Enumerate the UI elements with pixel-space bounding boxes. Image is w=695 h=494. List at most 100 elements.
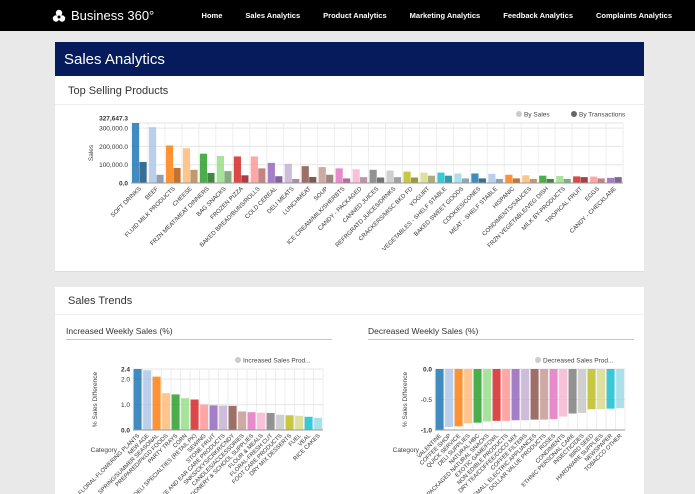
bar-primary xyxy=(335,168,343,183)
bar-primary xyxy=(171,394,180,430)
bar-primary xyxy=(190,399,199,430)
bar-secondary xyxy=(360,177,368,183)
nav-product-analytics[interactable]: Product Analytics xyxy=(323,11,387,20)
increased-sales-chart: 0.01.02.02.4% Sales DifferenceFLORAL-FLO… xyxy=(78,357,324,494)
bar-primary xyxy=(483,369,492,422)
nav-complaints-analytics[interactable]: Complaints Analytics xyxy=(596,11,672,20)
bar-primary xyxy=(250,156,258,183)
bar-primary xyxy=(464,369,473,424)
bar-primary xyxy=(200,404,209,430)
bar-primary xyxy=(556,176,564,183)
bar-secondary xyxy=(495,178,503,183)
bar-primary xyxy=(352,169,360,183)
sales-trends-card: Sales Trends Increased Weekly Sales (%) … xyxy=(55,287,644,494)
y-tick-label: 0.0 xyxy=(423,367,432,374)
bar-secondary xyxy=(377,177,385,183)
bar-primary xyxy=(540,369,549,420)
bar-primary xyxy=(162,393,171,430)
y-tick-label: 327,647.3 xyxy=(99,116,128,123)
y-axis-label: % Sales Difference xyxy=(92,372,99,428)
bar-primary xyxy=(473,369,482,423)
bar-primary xyxy=(559,369,568,417)
bar-primary xyxy=(314,417,323,430)
bar-primary xyxy=(266,412,275,430)
bar-primary xyxy=(587,369,596,410)
bar-primary xyxy=(386,170,394,183)
bar-primary xyxy=(284,163,292,183)
nav-home[interactable]: Home xyxy=(201,11,223,20)
bar-secondary xyxy=(614,177,622,183)
bar-primary xyxy=(521,369,530,421)
bar-primary xyxy=(606,369,615,409)
y-tick-label: 200,000.0 xyxy=(99,144,128,151)
brand-logo[interactable]: Business 360° xyxy=(52,8,154,23)
x-axis-label: Category xyxy=(393,447,420,454)
legend-label: Decreased Sales Prod... xyxy=(543,358,614,365)
bar-primary xyxy=(502,369,511,421)
sales-trends-title: Sales Trends xyxy=(68,295,133,307)
bar-primary xyxy=(511,369,520,421)
bar-primary xyxy=(238,411,247,430)
bar-primary xyxy=(437,172,445,183)
y-tick-label: -1.0 xyxy=(421,428,433,435)
bar-secondary xyxy=(224,171,232,183)
bar-primary xyxy=(257,412,266,430)
x-axis-label: Category xyxy=(91,447,118,454)
bar-secondary xyxy=(580,177,588,183)
bar-primary xyxy=(199,153,208,183)
y-tick-label: 2.4 xyxy=(121,367,130,374)
bar-primary xyxy=(295,415,304,430)
bar-secondary xyxy=(258,168,266,183)
legend-marker xyxy=(516,111,522,117)
decreased-sales-chart: -1.0-0.50.0% Sales DifferenceVALENTINECO… xyxy=(393,357,626,494)
nav-marketing-analytics[interactable]: Marketing Analytics xyxy=(409,11,481,20)
bar-primary xyxy=(530,369,539,420)
bar-primary xyxy=(318,167,326,183)
y-axis-label: % Sales Difference xyxy=(402,372,409,428)
bar-primary xyxy=(219,405,228,430)
bar-secondary xyxy=(529,178,537,183)
bar-primary xyxy=(488,173,496,183)
bar-secondary xyxy=(139,161,147,183)
bar-primary xyxy=(216,155,225,183)
bar-primary xyxy=(590,176,598,183)
bar-secondary xyxy=(190,169,198,183)
bar-secondary xyxy=(309,176,317,183)
legend-label: Increased Sales Prod... xyxy=(243,358,311,365)
bar-primary xyxy=(148,127,157,183)
bar-primary xyxy=(420,172,428,183)
legend-label: By Transactions xyxy=(579,112,626,119)
top-selling-card: Top Selling Products 0.0 100,000.0 200,000… xyxy=(55,76,644,272)
logo-icon xyxy=(52,9,66,22)
top-selling-chart: 0.0 100,000.0 200,000.0 300,000.0 327,647.3 S… xyxy=(88,111,626,253)
bar-secondary xyxy=(241,175,249,183)
bar-secondary xyxy=(393,177,402,183)
top-selling-title: Top Selling Products xyxy=(68,85,169,97)
bar-primary xyxy=(616,369,625,409)
y-axis-label: Sales xyxy=(88,144,95,161)
bar-secondary xyxy=(597,178,605,183)
legend-marker xyxy=(571,111,577,117)
nav-feedback-analytics[interactable]: Feedback Analytics xyxy=(503,11,573,20)
bar-primary xyxy=(133,369,142,430)
decreased-sales-title: Decreased Weekly Sales (%) xyxy=(368,326,634,340)
main-nav: Home Sales Analytics Product Analytics M… xyxy=(202,11,695,20)
bar-primary xyxy=(247,412,256,430)
legend-marker xyxy=(235,357,241,363)
increased-sales-title: Increased Weekly Sales (%) xyxy=(66,326,332,340)
bar-primary xyxy=(454,369,463,427)
bar-secondary xyxy=(461,178,470,183)
nav-sales-analytics[interactable]: Sales Analytics xyxy=(245,11,301,20)
bar-primary xyxy=(454,173,462,183)
bar-secondary xyxy=(410,177,419,183)
bar-primary xyxy=(228,405,237,430)
bar-secondary xyxy=(207,172,215,183)
bar-primary xyxy=(522,175,530,183)
x-tick-label: BEEF xyxy=(145,186,161,202)
bar-primary xyxy=(209,405,218,430)
bar-secondary xyxy=(546,178,554,183)
bar-primary xyxy=(369,169,377,183)
bar-secondary xyxy=(427,175,436,183)
bar-secondary xyxy=(444,175,453,183)
bar-primary xyxy=(549,369,558,420)
